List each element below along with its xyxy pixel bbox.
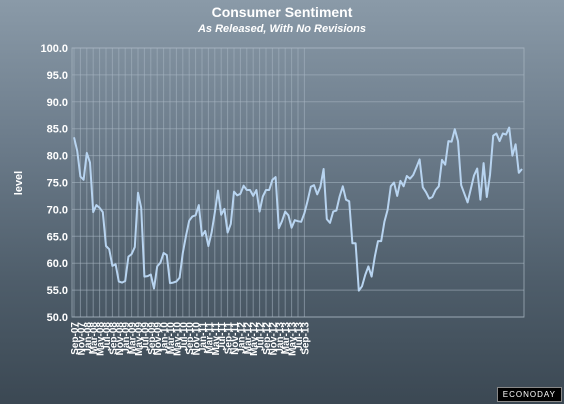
x-tick-label: Mar-10 bbox=[166, 322, 177, 355]
y-axis-label: level bbox=[13, 171, 25, 195]
chart-subtitle: As Released, With No Revisions bbox=[197, 23, 366, 35]
x-tick-label: Jul-12 bbox=[256, 322, 267, 351]
x-tick-label: Jul-10 bbox=[179, 322, 190, 351]
x-tick-label: Jul-11 bbox=[217, 322, 228, 351]
x-tick-label: Sep-09 bbox=[147, 322, 158, 355]
x-tick-label: Jan-13 bbox=[275, 322, 286, 354]
y-tick-label: 95.0 bbox=[47, 70, 68, 82]
y-tick-label: 75.0 bbox=[47, 178, 68, 190]
x-tick-label: Nov-10 bbox=[192, 322, 203, 356]
x-tick-label: May-12 bbox=[249, 322, 260, 356]
y-tick-label: 100.0 bbox=[40, 43, 68, 55]
x-tick-label: Nov-11 bbox=[230, 322, 241, 355]
x-tick-label: May-10 bbox=[172, 322, 183, 356]
x-tick-label: Nov-08 bbox=[115, 322, 126, 356]
x-tick-label: Jul-09 bbox=[140, 322, 151, 351]
x-tick-label: Mar-13 bbox=[281, 322, 292, 355]
x-tick-label: Jan-10 bbox=[160, 322, 171, 354]
x-tick-label: Sep-08 bbox=[108, 322, 119, 355]
y-tick-label: 80.0 bbox=[47, 151, 68, 163]
econoday-logo: ECONODAY bbox=[496, 387, 562, 402]
x-tick-label: Jan-12 bbox=[236, 322, 247, 354]
x-tick-label: May-13 bbox=[288, 322, 299, 356]
x-tick-label: Nov-12 bbox=[268, 322, 279, 356]
y-tick-label: 65.0 bbox=[47, 231, 68, 243]
y-tick-label: 85.0 bbox=[47, 124, 68, 136]
grid-lines bbox=[71, 47, 525, 318]
y-tick-label: 70.0 bbox=[47, 204, 68, 216]
x-tick-label: May-11 bbox=[211, 322, 222, 356]
x-tick-label: Sep-11 bbox=[224, 322, 235, 355]
y-tick-label: 60.0 bbox=[47, 258, 68, 270]
series-line bbox=[73, 126, 523, 292]
x-tick-label: Jul-08 bbox=[102, 322, 113, 351]
x-tick-label: Jan-11 bbox=[198, 322, 209, 354]
x-tick-label: Jan-09 bbox=[121, 322, 132, 354]
x-tick-label: Sep-07 bbox=[70, 322, 81, 355]
x-tick-label: Sep-10 bbox=[185, 322, 196, 355]
chart-title: Consumer Sentiment bbox=[211, 4, 353, 20]
x-tick-label: Jan-08 bbox=[83, 322, 94, 354]
x-tick-label: May-08 bbox=[96, 322, 107, 356]
x-tick-label: Sep-12 bbox=[262, 322, 273, 355]
x-tick-label: Jul-13 bbox=[294, 322, 305, 351]
plot-area bbox=[71, 47, 525, 318]
x-tick-label: Mar-08 bbox=[89, 322, 100, 355]
series bbox=[73, 126, 523, 292]
y-axis: 50.0 55.0 60.0 65.0 70.0 75.0 80.0 85.0 90.0 95.0… bbox=[40, 43, 68, 324]
x-tick-label: Nov-07 bbox=[76, 322, 87, 356]
x-tick-label: Mar-11 bbox=[204, 322, 215, 354]
y-tick-label: 55.0 bbox=[47, 285, 68, 297]
x-tick-label: Mar-09 bbox=[128, 322, 139, 355]
x-tick-label: Sep-13 bbox=[300, 322, 311, 355]
x-tick-label: Nov-09 bbox=[153, 322, 164, 356]
y-tick-label: 90.0 bbox=[47, 97, 68, 109]
y-tick-label: 50.0 bbox=[47, 312, 68, 324]
x-tick-label: May-09 bbox=[134, 322, 145, 356]
x-tick-label: Mar-12 bbox=[243, 322, 254, 355]
x-axis: Sep-07Nov-07Jan-08Mar-08May-08Jul-08Sep-… bbox=[70, 322, 311, 356]
